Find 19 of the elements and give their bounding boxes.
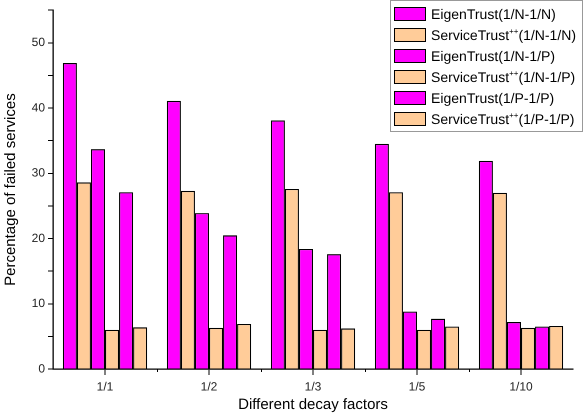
- x-tick-label: 1/2: [200, 380, 218, 394]
- x-tick-label: 1/10: [509, 380, 533, 394]
- y-tick-label: 50: [32, 35, 46, 50]
- y-tick-label: 0: [38, 361, 46, 376]
- legend-label: ServiceTrust$^{++}$(1/N-1/P): [431, 68, 576, 84]
- y-tick-label: 20: [32, 230, 46, 245]
- y-axis-title: Percentage of failed services: [2, 93, 20, 286]
- legend-label: EigenTrust(1/N-1/N): [431, 6, 556, 22]
- y-tick-label: 40: [32, 100, 46, 114]
- x-tick-label: 1/5: [408, 380, 426, 394]
- x-tick-label: 1/3: [304, 380, 322, 394]
- legend-label: ServiceTrust$^{++}$(1/N-1/N): [431, 26, 576, 42]
- legend-label: EigenTrust(1/N-1/P): [431, 48, 555, 64]
- legend-label: EigenTrust(1/P-1/P): [431, 90, 554, 106]
- x-tick-label: 1/1: [96, 380, 114, 394]
- y-tick-label: 10: [32, 296, 46, 310]
- y-tick-label: 30: [32, 166, 46, 180]
- legend-label: ServiceTrust$^{++}$(1/P-1/P): [431, 110, 574, 126]
- x-axis-title: Different decay factors: [238, 396, 388, 414]
